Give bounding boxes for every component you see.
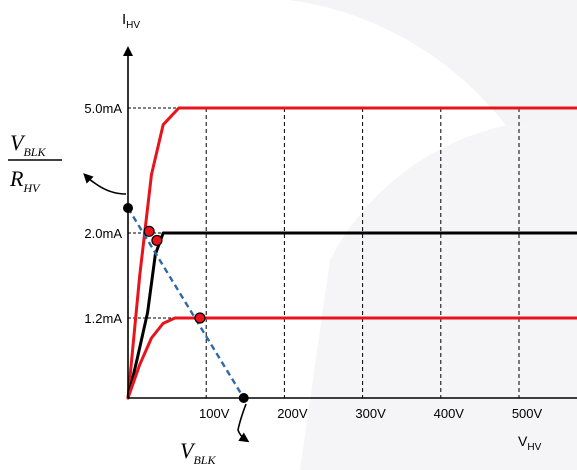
y-tick-label-3: 1.2mA	[84, 311, 122, 326]
load-line-x-intercept-point	[238, 393, 249, 403]
background-watermark	[200, 0, 577, 470]
series-1.2mA-curve	[126, 316, 577, 400]
x-intercept-annotation: VBLK	[180, 403, 250, 467]
svg-text:RHV: RHV	[9, 166, 41, 195]
intersection-point-2	[151, 234, 163, 247]
x-tick-label-5: 500V	[512, 406, 543, 421]
y-intercept-arrow	[83, 173, 127, 195]
svg-text:VBLK: VBLK	[10, 130, 46, 159]
x-axis-title: VHV	[518, 433, 542, 453]
x-tick-label-4: 400V	[434, 406, 465, 421]
y-tick-label-2: 2.0mA	[84, 226, 122, 241]
point-layer	[123, 203, 249, 403]
label-layer: 100V 200V 300V 400V 500V 5.0mA 2.0mA 1.2mA	[84, 101, 542, 421]
series-2mA-curve	[126, 231, 577, 400]
x-intercept-arrow	[237, 403, 250, 443]
x-axis-title-sub: HV	[527, 442, 541, 453]
load-line-layer	[126, 207, 245, 399]
guide-layer	[128, 107, 179, 319]
axis-layer	[123, 46, 577, 399]
y-tick-label-1: 5.0mA	[84, 101, 122, 116]
y-axis-title: IHV	[122, 11, 140, 31]
series-5mA-curve	[126, 106, 577, 400]
x-tick-label-2: 200V	[277, 406, 308, 421]
svg-text:VBLK: VBLK	[180, 438, 216, 467]
intersection-point-3	[194, 312, 206, 324]
x-tick-label-3: 300V	[355, 406, 386, 421]
load-line-y-intercept-point	[123, 203, 133, 213]
x-tick-label-1: 100V	[199, 406, 230, 421]
intersection-point-1	[143, 225, 155, 237]
y-intercept-annotation: VBLK RHV	[8, 130, 127, 195]
y-axis-title-sub: HV	[126, 20, 140, 31]
curve-layer	[126, 106, 577, 400]
load-line	[126, 207, 245, 399]
grid-layer	[205, 108, 520, 398]
